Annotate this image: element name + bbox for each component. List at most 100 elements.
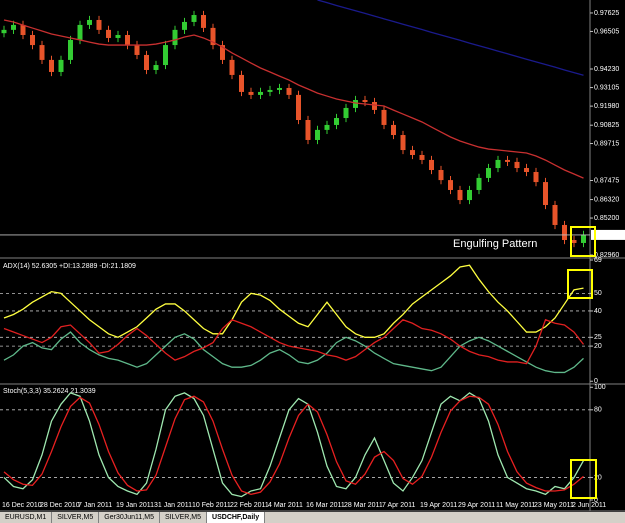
series-line: [3, 331, 584, 374]
background: [0, 0, 625, 512]
tab-bar: EURUSD,M1 SILVER,M5 Ger30Jun11,M5 SILVER,M5…: [0, 512, 625, 523]
candle-body: [524, 168, 529, 172]
candle-body: [286, 87, 292, 95]
candle-body: [429, 159, 434, 171]
y-tick-label: 0.94230: [594, 66, 619, 73]
series-line: [3, 19, 584, 179]
y-tick-label: 0.97625: [594, 10, 619, 17]
series-line: [3, 264, 584, 339]
series-line: [3, 395, 584, 496]
candle-body: [96, 19, 102, 30]
candle-body: [77, 24, 83, 40]
candle-body: [372, 102, 377, 110]
candle-body: [552, 205, 558, 225]
tab[interactable]: USDCHF,Daily: [207, 512, 266, 523]
candle-body: [258, 91, 263, 95]
y-tick-label: 0.90825: [594, 122, 619, 129]
x-tick-label: 16 Mar 2011: [306, 502, 345, 509]
highlight-box: [570, 226, 596, 257]
candle-body: [144, 54, 149, 70]
candle-body: [163, 45, 168, 66]
x-tick-label: 7 Jan 2011: [78, 502, 112, 509]
candle-body: [543, 182, 548, 206]
candle-body: [153, 65, 159, 70]
candle-body: [305, 119, 311, 140]
highlight-box: [567, 269, 593, 299]
candle-body: [172, 29, 178, 46]
candle-body: [381, 109, 387, 125]
y-tick-label: 0.85200: [594, 215, 619, 222]
x-tick-label: 4 Mar 2011: [268, 502, 303, 509]
candle-body: [448, 180, 453, 190]
candle-body: [182, 21, 187, 30]
tab[interactable]: EURUSD,M1: [0, 512, 53, 523]
candle-body: [343, 107, 349, 119]
candle-body: [248, 91, 254, 95]
candle-body: [438, 170, 444, 181]
candle-body: [106, 29, 111, 38]
current-price-label: 0.84178: [594, 232, 619, 239]
candle-body: [505, 159, 510, 162]
x-tick-label: 23 May 2011: [534, 502, 574, 509]
candle-body: [533, 171, 539, 183]
candle-body: [58, 59, 64, 72]
x-tick-label: 19 Jan 2011: [116, 502, 154, 509]
y-tick-label: 0.96505: [594, 28, 619, 35]
candle-body: [125, 34, 130, 46]
candle-body: [87, 19, 92, 25]
y-tick-label: 100: [594, 384, 606, 391]
candle-body: [220, 45, 225, 60]
y-tick-label: 0.91980: [594, 103, 619, 110]
x-tick-label: 16 Dec 2010: [2, 502, 42, 509]
series-line: [3, 392, 585, 498]
highlight-box: [570, 459, 597, 499]
current-price-box: [591, 229, 625, 240]
candle-body: [49, 59, 54, 72]
series-line: [317, 0, 584, 76]
candle-body: [296, 94, 301, 120]
y-tick-label: 80: [594, 407, 602, 414]
candle-body: [20, 24, 26, 35]
y-tick-label: 20: [594, 474, 602, 481]
panel-title: Stoch(5,3,3) 35.2624 21.3039: [3, 388, 96, 395]
candle-body: [115, 34, 121, 38]
candle-body: [39, 45, 45, 60]
y-tick-label: 0.89715: [594, 140, 619, 147]
y-tick-label: 20: [594, 343, 602, 350]
tab[interactable]: Ger30Jun11,M5: [99, 512, 160, 523]
candle-body: [11, 24, 16, 30]
candle-body: [571, 239, 577, 243]
candle-body: [419, 154, 425, 160]
candle-body: [562, 224, 567, 240]
x-tick-label: 11 May 2011: [496, 502, 536, 509]
x-tick-label: 28 Dec 2010: [40, 502, 80, 509]
x-tick-label: 31 Jan 2011: [154, 502, 192, 509]
y-tick-label: 0.82960: [594, 252, 619, 259]
candle-body: [486, 168, 491, 178]
candle-body: [315, 129, 320, 140]
y-tick-label: 25: [594, 334, 602, 341]
candle-body: [201, 15, 206, 28]
candle-body: [410, 150, 415, 155]
series-line: [3, 318, 585, 365]
y-tick-label: 0.87475: [594, 177, 619, 184]
candle-body: [239, 74, 244, 92]
x-tick-label: 22 Feb 2011: [230, 502, 269, 509]
plot-layer: 0.97625 0.96505 0.94230 0.93105 0.91980 0.908…: [0, 0, 625, 509]
candle-body: [514, 161, 520, 169]
candle-body: [1, 29, 7, 34]
candle-body: [210, 27, 216, 46]
y-tick-label: 0: [594, 378, 598, 385]
candle-body: [581, 234, 586, 243]
tab[interactable]: SILVER,M5: [52, 512, 100, 523]
tab[interactable]: SILVER,M5: [160, 512, 208, 523]
x-tick-label: 10 Feb 2011: [192, 502, 231, 509]
candle-body: [30, 34, 35, 46]
annotation: Engulfing Pattern: [453, 238, 537, 250]
panel-title: ADX(14) 52.6305 +DI:13.2889 -DI:21.1809: [3, 263, 136, 270]
candle-body: [353, 100, 358, 108]
candle-body: [476, 177, 482, 190]
y-tick-label: 40: [594, 308, 602, 315]
candle-body: [391, 124, 396, 136]
